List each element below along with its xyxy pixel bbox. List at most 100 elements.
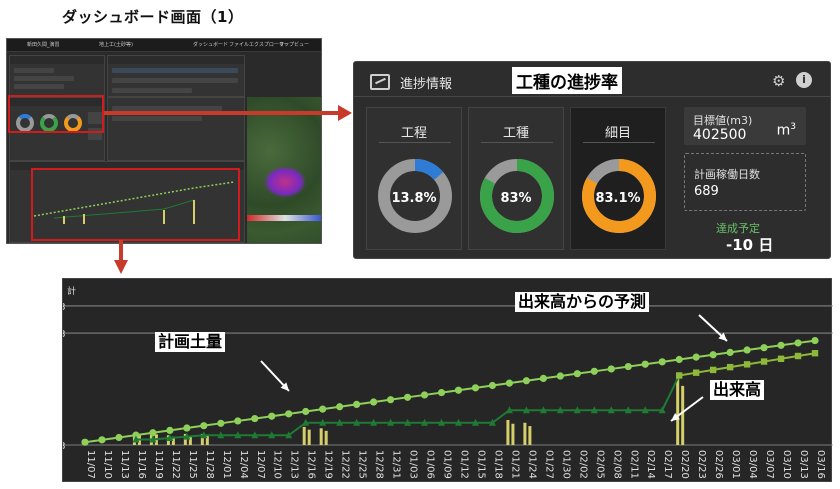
info-icon[interactable]: i (796, 72, 812, 88)
thumbnail-menu-explorer: ファイルエクスプローラー (229, 42, 289, 48)
ring-work-type-value: 83% (500, 191, 532, 206)
progress-header-label: 進捗情報 (400, 77, 453, 92)
data-point (658, 406, 666, 414)
x-tick-label: 12/13 (289, 450, 300, 479)
data-point (285, 431, 293, 439)
callout-forecast: 出来高からの予測 (515, 292, 650, 312)
data-point (777, 355, 785, 362)
data-point (709, 351, 717, 359)
data-point (573, 406, 581, 414)
data-point (692, 353, 700, 361)
data-point (115, 433, 123, 442)
y-tick-label: 380,000 m3 (63, 302, 66, 313)
x-tick-label: 01/21 (509, 450, 520, 479)
data-point (386, 396, 395, 404)
data-point (420, 391, 429, 399)
volume-chart-panel: 計 380,000 m3 360,500 m3 280,000 m3 11/07 11/… (62, 278, 833, 482)
x-tick-label: 03/16 (815, 450, 826, 479)
data-point (692, 369, 700, 376)
data-point (404, 418, 412, 426)
data-point (319, 418, 327, 426)
x-tick-label: 01/09 (442, 450, 453, 479)
ring-work-type (480, 159, 554, 233)
target-unit: m3 (776, 122, 796, 139)
data-point (624, 362, 632, 371)
data-point (522, 406, 530, 414)
thumbnail-panel-filter (107, 55, 245, 97)
daily-volume-bar (319, 428, 323, 445)
ring-detail-value: 83.1% (595, 191, 641, 206)
data-point (149, 435, 157, 443)
volume-chart: 380,000 m3 360,500 m3 280,000 m3 11/07 11/10… (63, 302, 833, 479)
data-point (234, 417, 242, 425)
arrow-down-line (119, 240, 123, 262)
planned-days-value: 689 (694, 184, 719, 199)
data-point (98, 436, 106, 444)
data-point (471, 418, 479, 426)
thumbnail-map-legend (247, 215, 321, 221)
data-point (794, 352, 802, 360)
data-point (421, 418, 429, 426)
x-tick-label: 11/16 (136, 450, 147, 479)
arrow-right-head (338, 105, 352, 121)
data-point (437, 388, 446, 397)
x-tick-label: 01/24 (526, 450, 537, 479)
data-point (590, 367, 598, 375)
card-work-type: 工種 83% (468, 107, 564, 250)
data-point (658, 358, 666, 366)
data-point (438, 418, 446, 426)
data-point (251, 414, 259, 423)
x-tick-label: 01/30 (560, 450, 571, 479)
chart-icon (370, 74, 390, 90)
chart-total-label: 計 (67, 287, 77, 297)
thumbnail-chart-panel (9, 161, 245, 243)
x-tick-label: 11/10 (102, 450, 113, 479)
thumbnail-panel-list (107, 97, 245, 161)
data-point (81, 438, 89, 446)
data-point (387, 418, 395, 426)
daily-volume-bar (681, 385, 685, 445)
x-tick-label: 11/22 (170, 450, 181, 479)
planned-days-label: 計画稼働日数 (694, 168, 760, 181)
dashboard-thumbnail: 新田久間_演習 地上工(土砂等) ダッシュボード ファイルエクスプローラー マッ… (6, 38, 322, 244)
thumbnail-menu-map: マップビュー (279, 42, 310, 48)
data-point (539, 374, 547, 382)
highlight-chart-panel (31, 168, 240, 241)
data-point (302, 407, 310, 416)
data-point (505, 406, 513, 414)
data-point (454, 386, 463, 394)
data-point (234, 431, 242, 439)
data-point (811, 336, 819, 345)
data-point (624, 406, 632, 414)
card-process-label: 工程 (400, 126, 427, 141)
daily-volume-bar (528, 426, 532, 445)
x-tick-label: 01/18 (492, 450, 503, 479)
thumbnail-tab: 地上工(土砂等) (99, 42, 133, 48)
data-point (353, 400, 361, 408)
x-tick-label: 01/15 (475, 450, 486, 479)
data-point (641, 360, 649, 368)
data-point (675, 355, 683, 364)
data-point (539, 406, 547, 414)
x-tick-label: 11/19 (153, 450, 164, 479)
x-tick-label: 02/17 (662, 450, 673, 479)
x-tick-label: 03/01 (730, 450, 741, 479)
daily-volume-bar (307, 429, 311, 445)
data-point (200, 422, 208, 430)
data-point (183, 432, 191, 440)
data-point (268, 412, 276, 420)
thumbnail-chart-sketch (33, 181, 235, 224)
x-tick-label: 12/10 (272, 450, 283, 479)
thumbnail-progress-panel (9, 97, 105, 161)
x-tick-label: 02/26 (713, 450, 724, 479)
daily-volume-bar (523, 422, 527, 445)
x-tick-label: 03/10 (781, 450, 792, 479)
card-detail: 細目 83.1% (570, 107, 666, 250)
x-tick-label: 02/14 (645, 450, 656, 479)
progress-info-panel: 進捗情報 工種の進捗率 ⚙ i 工程 13.8% 工種 83% 細目 83.1%… (353, 61, 831, 259)
data-point (268, 431, 276, 439)
data-point (573, 370, 581, 378)
gear-icon[interactable]: ⚙ (772, 72, 786, 90)
x-tick-label: 12/07 (255, 450, 266, 479)
callout-arrow-head (671, 413, 680, 421)
